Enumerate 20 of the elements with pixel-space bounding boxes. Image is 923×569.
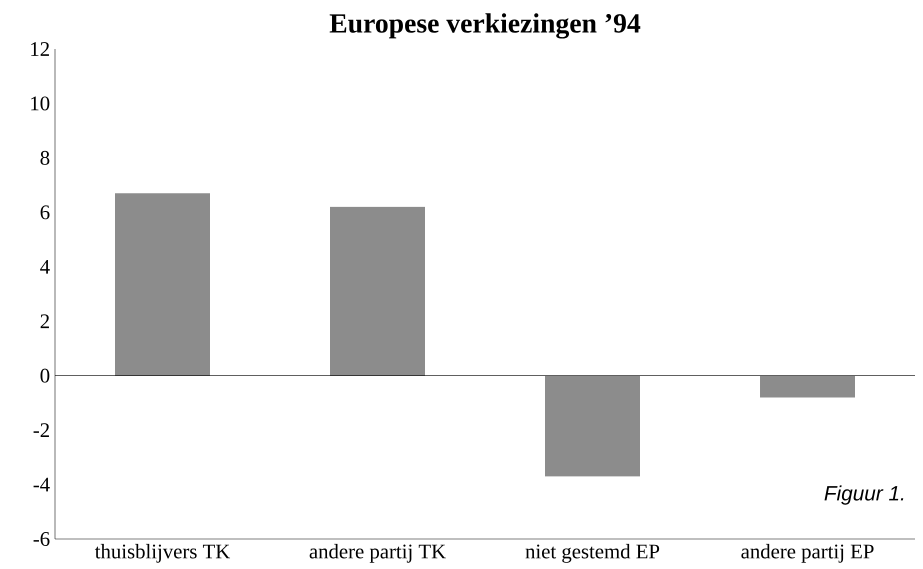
y-tick-label: 6 [40, 205, 50, 220]
x-tick-label: andere partij TK [310, 544, 446, 563]
bar [330, 206, 426, 376]
bar [545, 376, 640, 476]
y-tick-label: -2 [34, 423, 49, 437]
y-tick-label: 2 [40, 314, 49, 328]
y-tick-label: -4 [34, 478, 50, 492]
y-tick-label: -6 [34, 532, 50, 546]
bar [760, 376, 856, 398]
y-tick-label: 10 [31, 96, 50, 110]
y-tick-label: 0 [40, 368, 50, 383]
x-tick-label: thuisblijvers TK [94, 544, 230, 563]
chart-title: Europese verkiezingen ’94 [330, 13, 640, 39]
y-tick-label: 4 [40, 260, 50, 274]
x-tick-label: niet gestemd EP [526, 544, 660, 563]
bar [115, 193, 210, 376]
y-tick-label: 8 [40, 150, 50, 165]
annotation: Figuur 1. [824, 485, 904, 505]
x-tick-label: andere partij EP [741, 544, 874, 563]
y-tick-label: 12 [31, 42, 49, 56]
